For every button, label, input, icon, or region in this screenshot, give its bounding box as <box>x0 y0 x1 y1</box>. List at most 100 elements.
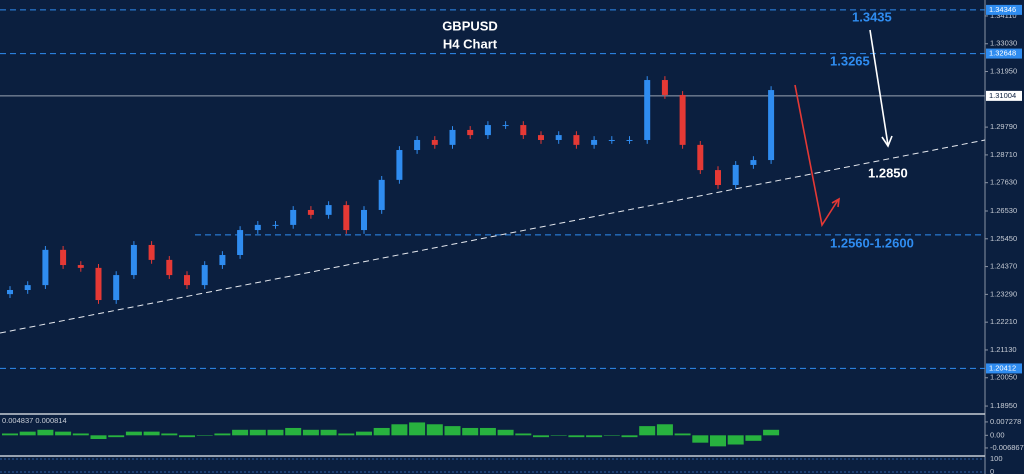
macd-bar <box>426 424 443 436</box>
macd-bar <box>710 435 726 447</box>
macd-bar <box>55 431 72 436</box>
white-arrowhead <box>881 135 893 148</box>
y-tick-label: 1.29790 <box>990 122 1017 131</box>
candle-body <box>343 205 350 231</box>
macd-bar <box>568 435 585 438</box>
candle-body <box>60 249 67 266</box>
macd-bar <box>267 429 284 436</box>
level-label-box <box>986 363 1022 374</box>
y-tick-label: 1.27630 <box>990 178 1017 187</box>
candle-body <box>661 80 668 95</box>
macd-bar <box>674 433 691 436</box>
annotation: 1.3265 <box>830 53 870 68</box>
candle-body <box>626 139 633 141</box>
chart-title: GBPUSD <box>442 18 498 33</box>
candle-body <box>591 139 598 145</box>
white-arrow <box>869 29 889 146</box>
candle-body <box>361 209 367 231</box>
macd-bar <box>763 429 780 436</box>
y-tick-label: 1.18950 <box>990 401 1017 410</box>
macd-bar <box>2 433 18 436</box>
macd-bar <box>19 431 36 436</box>
candle-body <box>290 209 297 225</box>
candle-body <box>166 259 173 276</box>
candle-body <box>555 135 562 140</box>
candle-body <box>130 244 137 276</box>
macd-bar <box>37 429 54 436</box>
y-tick-label: 1.22210 <box>990 317 1017 326</box>
macd-bar <box>603 435 620 436</box>
y-tick-label: 0.007278 <box>990 417 1021 426</box>
macd-bar <box>727 435 744 445</box>
macd-bar <box>125 431 142 436</box>
candle-body <box>254 224 261 231</box>
candle-body <box>396 150 403 180</box>
candle-body <box>272 224 279 226</box>
macd-bar <box>320 429 337 436</box>
candle-body <box>148 244 155 260</box>
macd-bar <box>621 435 638 438</box>
candle-body <box>697 144 704 171</box>
red-arrowhead <box>831 197 840 208</box>
candle-body <box>467 129 474 136</box>
macd-bar <box>586 435 603 438</box>
macd-bar <box>692 435 709 443</box>
candle-body <box>644 80 651 140</box>
candle-body <box>325 205 332 215</box>
y-tick-label: 1.26530 <box>990 206 1017 215</box>
macd-bar <box>444 426 461 436</box>
candle-body <box>77 265 84 268</box>
macd-bar <box>409 422 426 436</box>
y-tick-label: 1.33030 <box>990 39 1017 48</box>
macd-bar <box>533 435 549 438</box>
candle-body <box>679 94 686 145</box>
macd-bar <box>550 435 567 436</box>
annotation: 1.3435 <box>852 9 892 24</box>
macd-bar <box>656 424 673 436</box>
macd-bar <box>479 427 496 436</box>
candle-body <box>378 179 385 210</box>
candle-body <box>715 170 721 186</box>
y-tick-label: 1.20050 <box>990 373 1017 382</box>
level-label-box <box>986 4 1022 15</box>
candle-body <box>502 125 509 127</box>
macd-bar <box>161 433 178 436</box>
candle-body <box>42 249 49 286</box>
y-tick-label: 1.23290 <box>990 289 1017 298</box>
macd-label: 0.004837 0.000814 <box>2 416 67 425</box>
annotation: 1.2850 <box>868 165 908 180</box>
y-tick-label: 0 <box>990 467 994 474</box>
candle-body <box>732 164 739 186</box>
y-tick-label: -0.006867 <box>990 443 1024 452</box>
level-label-box <box>986 48 1022 59</box>
candle-body <box>750 160 757 165</box>
red-arrow <box>794 84 839 228</box>
candle-body <box>449 129 456 145</box>
candle-body <box>307 209 314 215</box>
macd-bar <box>143 431 160 436</box>
macd-bar <box>515 433 532 436</box>
candle-body <box>608 139 615 141</box>
level-label-box <box>986 90 1022 101</box>
macd-bar <box>196 435 213 436</box>
macd-bar <box>249 429 266 436</box>
macd-bar <box>639 426 656 436</box>
macd-bar <box>232 429 249 436</box>
candle-body <box>113 275 120 301</box>
macd-bar <box>285 427 302 436</box>
candle-body <box>538 135 544 140</box>
level-label: 1.20412 <box>989 363 1016 372</box>
candle-body <box>431 139 438 145</box>
candle-body <box>201 265 208 286</box>
candle-body <box>768 90 775 161</box>
y-tick-label: 100 <box>990 454 1003 463</box>
macd-bar <box>108 435 125 438</box>
trend-line <box>0 139 986 334</box>
level-label: 1.34346 <box>989 5 1016 14</box>
macd-bar <box>90 435 107 439</box>
macd-bar <box>373 427 390 436</box>
candle-body <box>573 135 580 145</box>
y-tick-label: 1.34110 <box>990 11 1017 20</box>
